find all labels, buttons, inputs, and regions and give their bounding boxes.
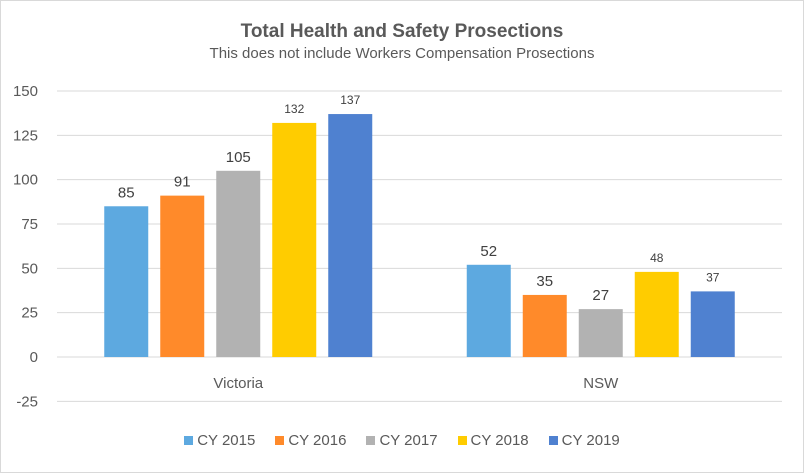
y-tick-label: 100: [13, 172, 38, 189]
bar-victoria-cy-2017: [216, 170, 261, 357]
legend-item: CY 2019: [548, 432, 620, 449]
legend-label: CY 2019: [561, 432, 620, 449]
y-tick-label: 0: [30, 349, 38, 366]
chart-subtitle: This does not include Workers Compensati…: [209, 45, 595, 62]
legend-swatch: [275, 436, 285, 445]
data-labels: 85 91 105 132 137 52 35 27 48 37: [118, 93, 720, 304]
y-tick-label: -25: [16, 393, 38, 410]
bar-victoria-cy-2019: [328, 114, 373, 357]
bar-nsw-cy-2019: [690, 291, 735, 357]
data-label: 105: [226, 149, 251, 166]
bar-nsw-cy-2017: [578, 309, 623, 357]
legend-label: CY 2018: [470, 432, 529, 449]
data-label: 35: [536, 273, 553, 290]
data-label: 48: [650, 251, 664, 265]
legend-label: CY 2016: [288, 432, 347, 449]
legend-item: CY 2015: [184, 432, 255, 449]
bar-victoria-cy-2018: [272, 122, 317, 357]
y-tick-label: 25: [21, 305, 38, 322]
y-tick-label: 50: [21, 260, 38, 277]
legend-item: CY 2017: [366, 432, 438, 449]
data-label: 37: [706, 270, 720, 284]
x-tick-label: NSW: [583, 375, 619, 392]
legend-label: CY 2017: [379, 432, 438, 449]
data-label: 27: [592, 287, 609, 304]
data-label: 52: [480, 243, 497, 260]
legend-item: CY 2016: [275, 432, 346, 449]
legend-swatch: [366, 436, 376, 445]
x-tick-label: Victoria: [213, 375, 263, 392]
legend-swatch: [457, 436, 467, 445]
bar-nsw-cy-2015: [466, 264, 511, 357]
y-axis-ticks: 150 125 100 75 50 25 0 -25: [13, 83, 38, 410]
bar-nsw-cy-2018: [634, 271, 679, 357]
bars: [104, 114, 735, 357]
legend: CY 2015 CY 2016 CY 2017 CY 2018 CY 2019: [0, 432, 804, 449]
chart-title: Total Health and Safety Prosections: [240, 21, 564, 42]
y-tick-label: 75: [21, 216, 38, 233]
bar-victoria-cy-2016: [160, 195, 205, 357]
y-tick-label: 125: [13, 127, 38, 144]
legend-swatch: [184, 436, 194, 445]
legend-swatch: [548, 436, 558, 445]
data-label: 137: [340, 93, 360, 107]
data-label: 91: [174, 174, 191, 191]
bar-victoria-cy-2015: [104, 206, 149, 357]
y-tick-label: 150: [13, 83, 38, 100]
data-label: 85: [118, 184, 135, 201]
bar-nsw-cy-2016: [522, 294, 567, 357]
data-label: 132: [284, 102, 304, 116]
x-axis-ticks: Victoria NSW: [213, 375, 619, 392]
legend-item: CY 2018: [457, 432, 529, 449]
legend-label: CY 2015: [197, 432, 256, 449]
